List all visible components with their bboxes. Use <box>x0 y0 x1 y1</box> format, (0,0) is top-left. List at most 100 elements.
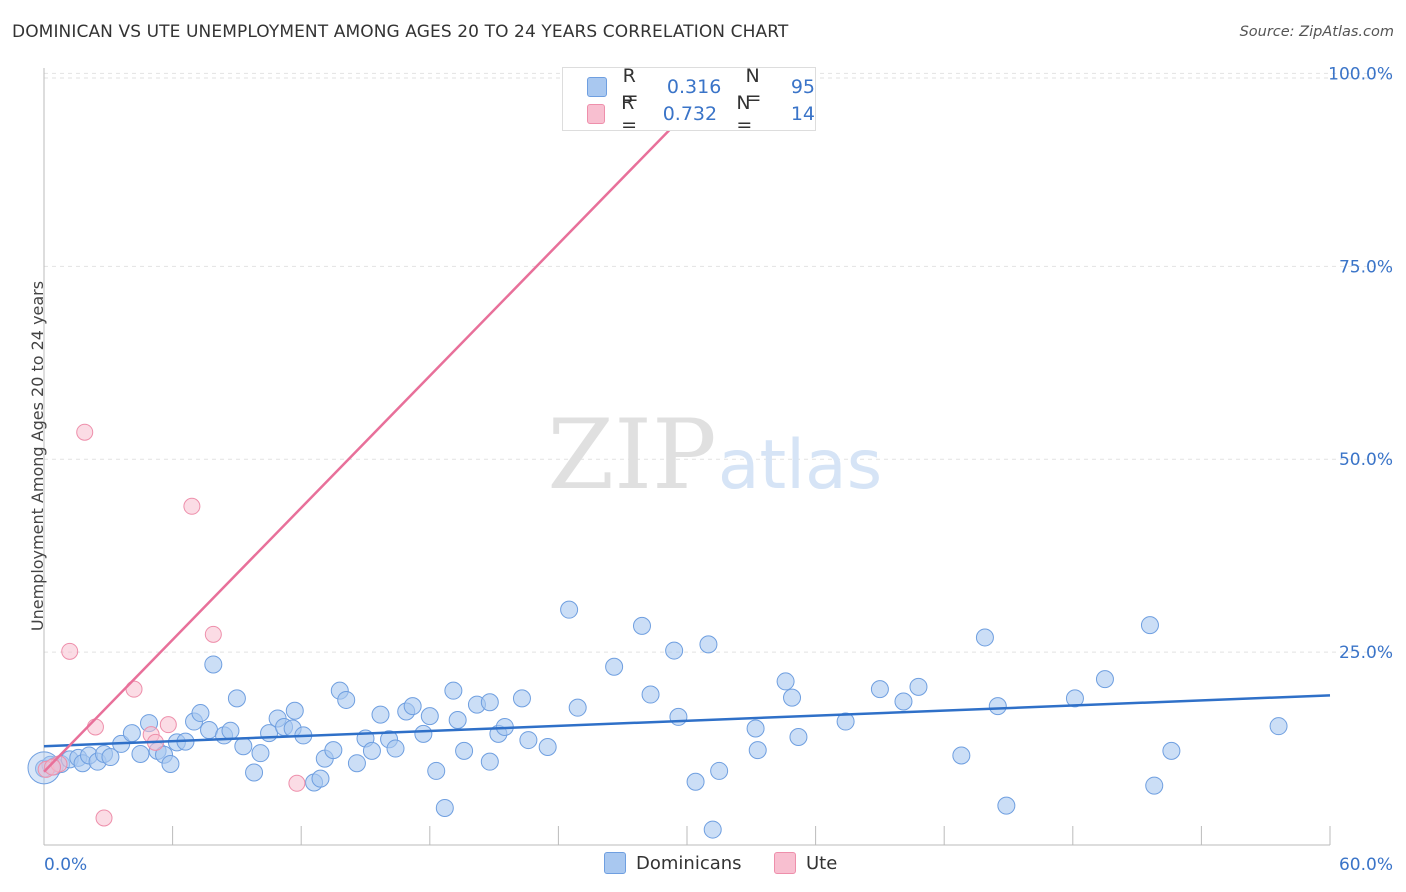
dominicans-swatch <box>604 852 626 874</box>
chart-title: DOMINICAN VS UTE UNEMPLOYMENT AMONG AGES… <box>12 22 789 42</box>
ute-point <box>76 423 94 441</box>
ute-point <box>95 809 113 827</box>
ute-point <box>86 718 104 736</box>
dominicans-point <box>870 680 889 699</box>
dominicans-point <box>952 746 971 765</box>
dominicans-point <box>699 635 718 654</box>
dominicans-point <box>909 677 928 696</box>
dominicans-point <box>1162 741 1181 760</box>
dominicans-point <box>1269 717 1288 736</box>
dominicans-point <box>204 655 223 674</box>
dominicans-point <box>435 798 454 817</box>
dominicans-point <box>444 681 463 700</box>
dominicans-point <box>161 754 180 773</box>
dominicans-point <box>227 689 246 708</box>
dominicans-point <box>988 697 1007 716</box>
dominicans-point <box>783 688 802 707</box>
dominicans-point <box>420 707 439 726</box>
dominicans-point <box>251 744 270 763</box>
dominicans-point <box>568 698 587 717</box>
legend-item-dominicans[interactable]: Dominicans <box>604 852 742 874</box>
legend-label-dominicans: Dominicans <box>636 852 742 874</box>
dominicans-point <box>836 712 855 731</box>
legend-n-label: N = <box>745 65 762 109</box>
legend-n-label: N = <box>736 92 753 136</box>
dominicans-swatch <box>587 77 607 97</box>
dominicans-point <box>480 752 499 771</box>
y-axis-title: Unemployment Among Ages 20 to 24 years <box>28 280 47 632</box>
ute-trend-line <box>43 111 688 773</box>
dominicans-point <box>997 796 1016 815</box>
legend-label-ute: Ute <box>806 852 838 874</box>
dominicans-point <box>234 737 253 756</box>
dominicans-point <box>560 600 579 619</box>
tick-labels: 25.0% 50.0% 75.0% 100.0% 0.0% 60.0% <box>44 64 1393 875</box>
dominicans-point <box>894 692 913 711</box>
x-tick-label: 0.0% <box>44 855 87 875</box>
source-label: Source: ZipAtlas.com <box>1239 24 1394 40</box>
y-tick-label: 50.0% <box>1339 450 1393 470</box>
legend-r-value: 0.316 <box>666 76 722 98</box>
ute-point <box>183 497 201 515</box>
legend-r-value: 0.732 <box>662 103 718 125</box>
ute-swatch <box>587 104 606 124</box>
dominicans-point <box>200 721 219 740</box>
y-tick-label: 25.0% <box>1339 643 1393 663</box>
dominicans-point <box>285 701 304 720</box>
dominicans-point <box>641 685 660 704</box>
watermark-zip: ZIP <box>547 399 716 511</box>
dominicans-point <box>386 739 405 758</box>
legend-n-value: 14 <box>790 103 815 125</box>
dominicans-point <box>191 704 210 723</box>
dominicans-point <box>519 731 538 750</box>
dominicans-point <box>686 772 705 791</box>
dominicans-point <box>362 741 381 760</box>
legend-n-value: 95 <box>790 76 815 98</box>
legend-row-ute: R = 0.732 N = 14 <box>587 92 815 136</box>
legend-r-label: R = <box>622 65 639 109</box>
legend-item-ute[interactable]: Ute <box>774 852 837 874</box>
dominicans-point <box>776 672 795 691</box>
dominicans-point <box>665 641 684 660</box>
axes <box>43 68 1331 846</box>
dominicans-point <box>324 741 343 760</box>
dominicans-point <box>669 707 688 726</box>
dominicans-point <box>427 761 446 780</box>
y-tick-label: 75.0% <box>1339 257 1393 277</box>
dominicans-point <box>748 741 767 760</box>
dominicans-point <box>347 754 366 773</box>
ute-point <box>159 716 177 734</box>
dominicans-point <box>414 724 433 743</box>
ute-point <box>288 774 306 792</box>
dominicans-point <box>1065 689 1084 708</box>
dominicans-trend-line <box>43 694 1331 748</box>
dominicans-point <box>789 727 808 746</box>
dominicans-point <box>245 763 264 782</box>
dominicans-point <box>710 761 729 780</box>
ute-point <box>204 625 222 643</box>
dominicans-point <box>371 705 390 724</box>
ute-point <box>44 758 62 776</box>
dominicans-point <box>122 724 141 743</box>
series-legend: Dominicans Ute <box>0 852 1406 878</box>
dominicans-point <box>975 628 994 647</box>
dominicans-point <box>131 744 150 763</box>
dominicans-point <box>455 741 474 760</box>
dominicans-point <box>605 657 624 676</box>
dominicans-point <box>1095 670 1114 689</box>
dominicans-point <box>480 693 499 712</box>
dominicans-point <box>1145 776 1164 795</box>
correlation-legend: R = 0.316 N = 95 R = 0.732 N = 14 <box>562 65 816 136</box>
dominicans-point <box>101 748 120 767</box>
watermark-atlas: atlas <box>718 426 882 505</box>
legend-row-dominicans: R = 0.316 N = 95 <box>587 65 815 109</box>
dominicans-point <box>512 689 531 708</box>
dominicans-point <box>311 769 330 788</box>
dominicans-point <box>632 616 651 635</box>
trend-lines <box>43 111 1331 773</box>
dominicans-point <box>448 711 467 730</box>
dominicans-point <box>538 738 557 757</box>
dominicans-point <box>403 697 422 716</box>
legend-r-label: R = <box>621 92 638 136</box>
